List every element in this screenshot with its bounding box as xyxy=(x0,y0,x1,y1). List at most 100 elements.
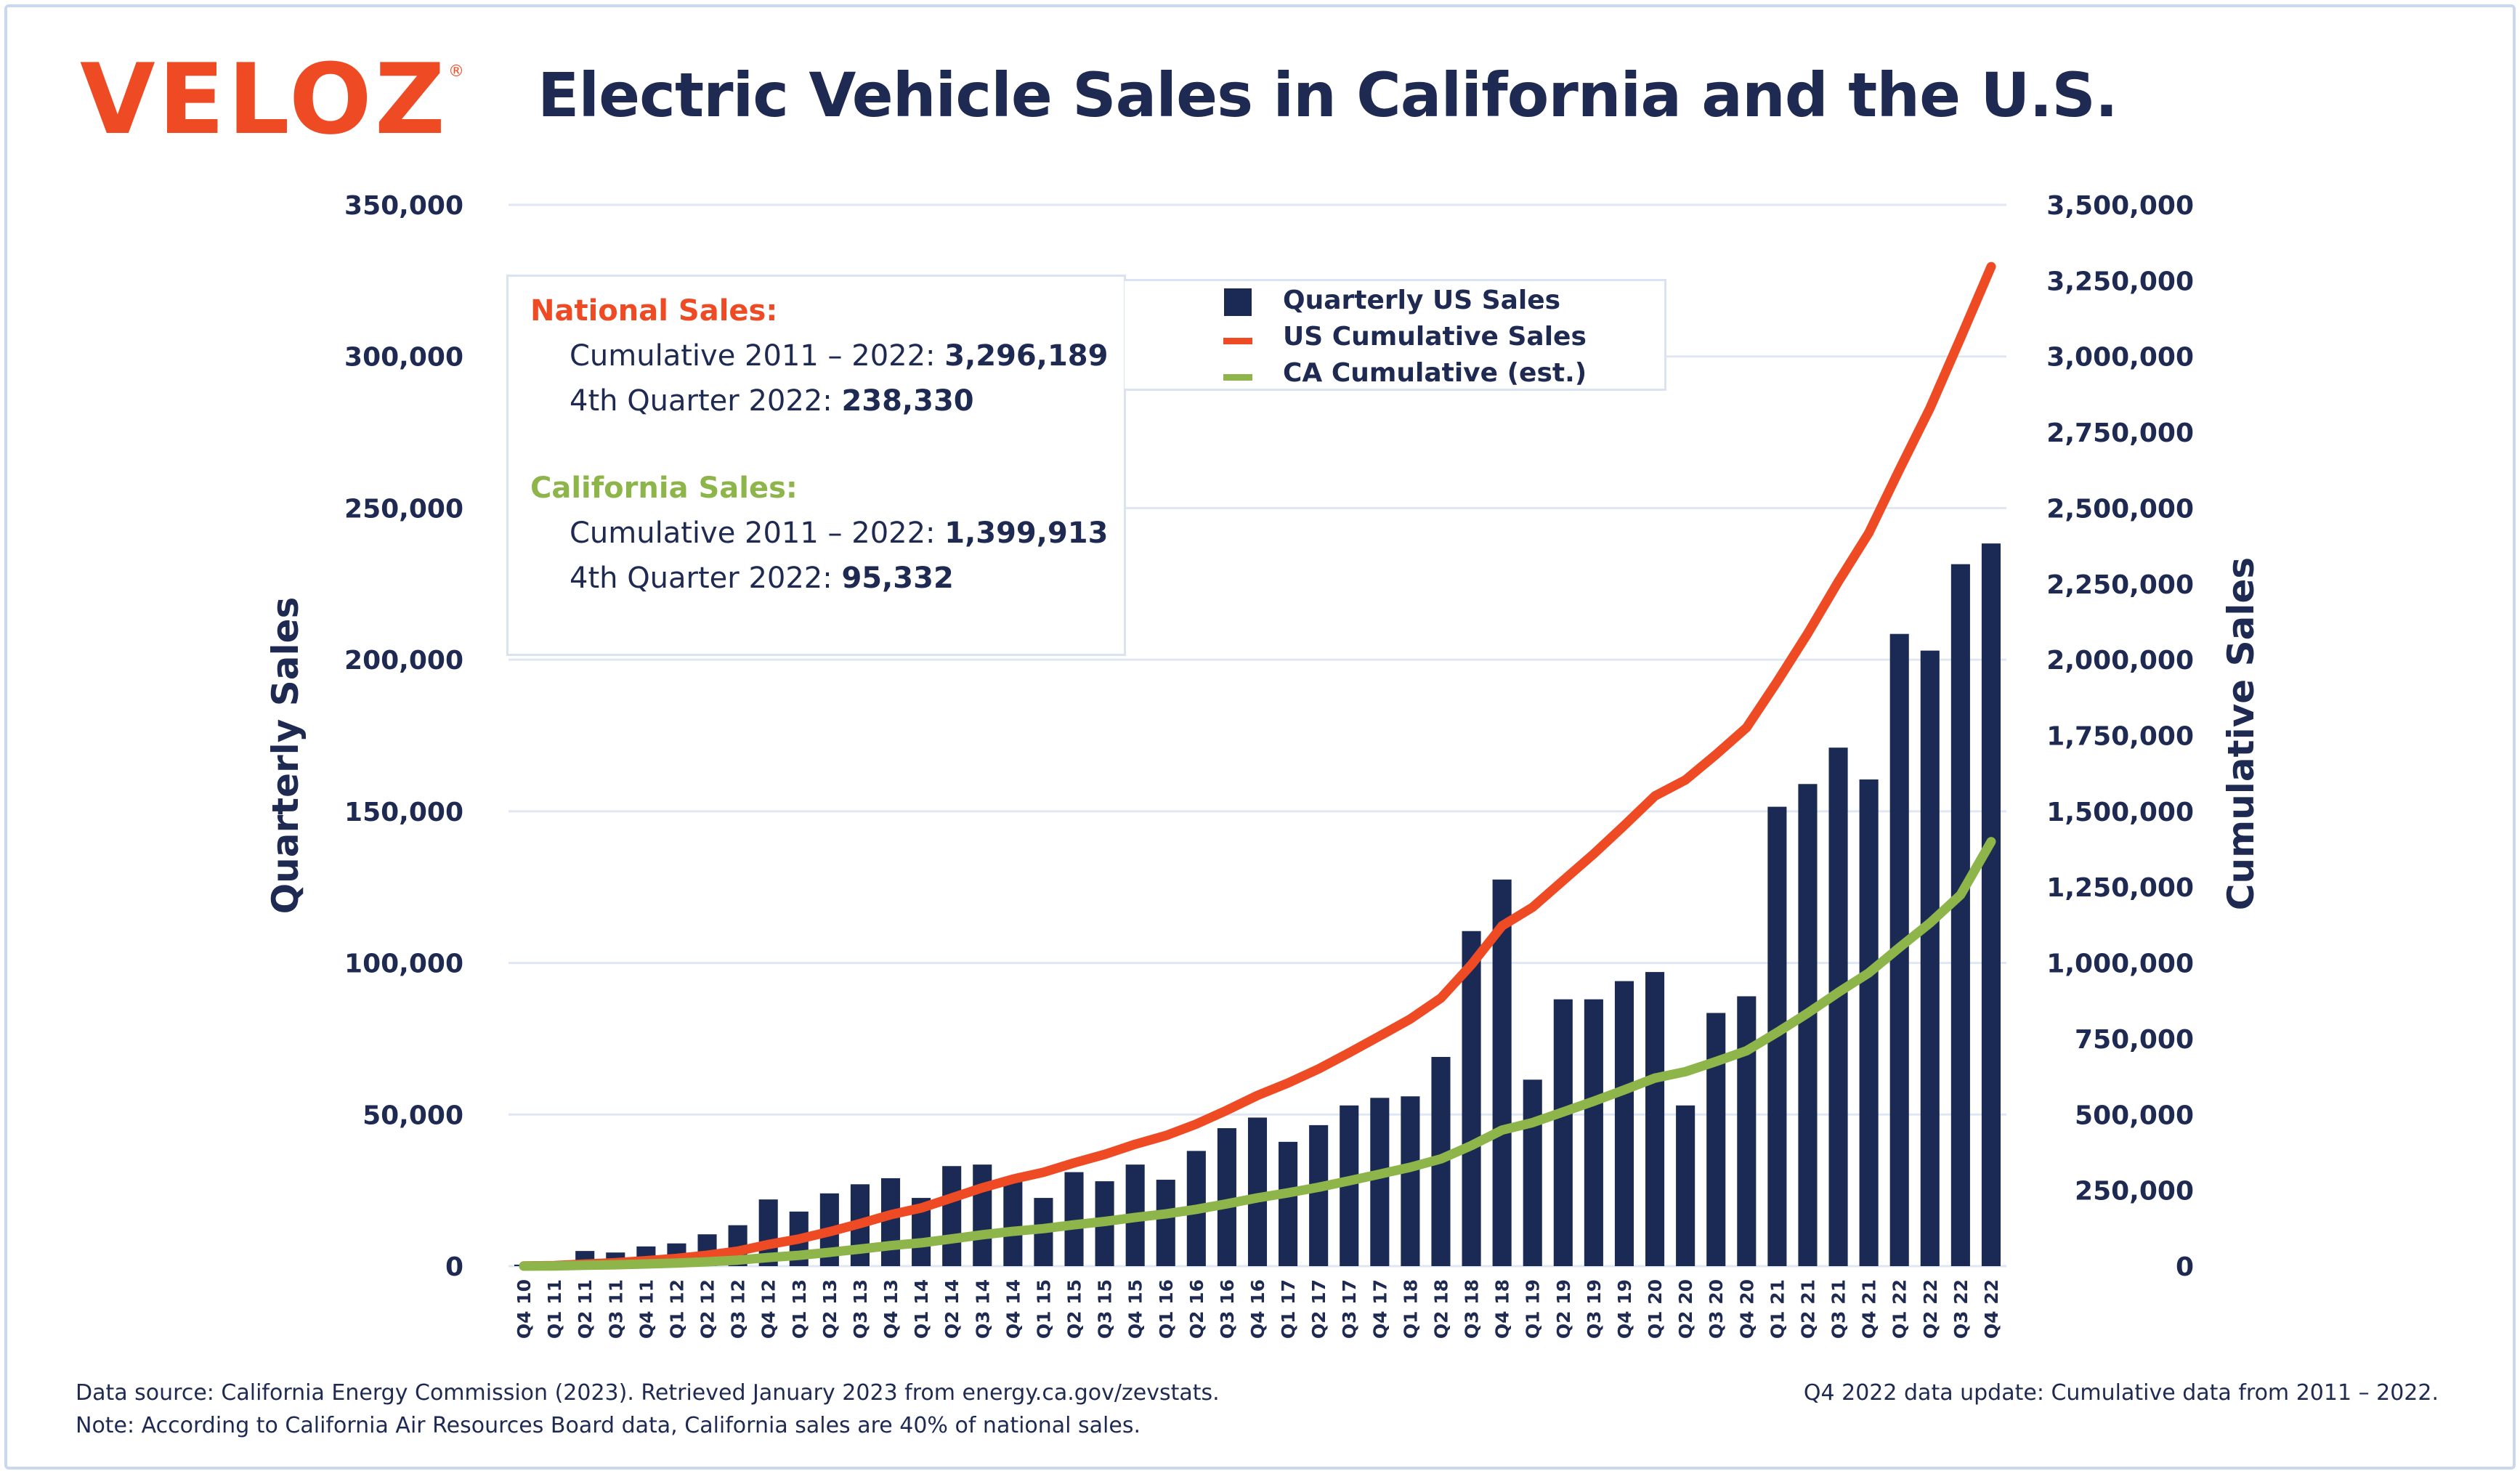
california-q4: 4th Quarter 2022: 95,332 xyxy=(570,562,954,595)
bar xyxy=(1553,999,1573,1266)
x-tick-label: Q3 22 xyxy=(1950,1279,1972,1339)
bar xyxy=(1309,1124,1329,1266)
x-tick-label: Q1 15 xyxy=(1033,1279,1054,1339)
right-tick-label: 2,250,000 xyxy=(2046,570,2194,600)
x-tick-label: Q4 19 xyxy=(1614,1279,1635,1339)
bar xyxy=(1737,996,1757,1266)
x-tick-label: Q4 17 xyxy=(1369,1279,1390,1339)
x-tick-label: Q3 15 xyxy=(1095,1279,1116,1339)
bar xyxy=(1523,1079,1542,1266)
national-cumulative: Cumulative 2011 – 2022: 3,296,189 xyxy=(570,339,1109,373)
left-tick-label: 0 xyxy=(445,1252,463,1282)
x-tick-label: Q1 13 xyxy=(789,1279,810,1339)
right-tick-label: 500,000 xyxy=(2075,1101,2194,1130)
x-tick-label: Q1 21 xyxy=(1767,1279,1788,1339)
bar xyxy=(1584,999,1603,1266)
x-tick-label: Q2 12 xyxy=(697,1279,718,1339)
veloz-logo: VELOZ® xyxy=(80,51,464,148)
bar xyxy=(1828,747,1848,1266)
x-tick-label: Q3 13 xyxy=(850,1279,871,1339)
x-axis-ticks: Q4 10 Q1 11 Q2 11 Q3 11 Q4 11 Q1 12 Q2 12 Q3 12… xyxy=(514,1279,2002,1339)
chart-legend: Quarterly US Sales US Cumulative Sales C… xyxy=(1125,279,1666,391)
bar xyxy=(1798,784,1818,1266)
x-tick-label: Q1 12 xyxy=(666,1279,687,1339)
right-axis-ticks: 0 250,000 500,000 750,000 1,000,000 1,250,000… xyxy=(2046,191,2194,1282)
x-tick-label: Q3 20 xyxy=(1706,1279,1727,1339)
bar xyxy=(1156,1180,1175,1266)
left-tick-label: 200,000 xyxy=(344,646,463,676)
bar xyxy=(973,1164,992,1266)
x-tick-label: Q1 18 xyxy=(1400,1279,1421,1339)
x-tick-label: Q4 10 xyxy=(514,1279,535,1339)
bar xyxy=(1247,1117,1268,1266)
bar xyxy=(1401,1096,1420,1266)
right-tick-label: 1,500,000 xyxy=(2046,798,2194,827)
line-series xyxy=(519,262,1996,1271)
x-tick-label: Q3 17 xyxy=(1339,1279,1360,1339)
bar xyxy=(1645,972,1665,1266)
bar xyxy=(880,1178,901,1266)
x-tick-label: Q4 20 xyxy=(1736,1279,1757,1339)
gridlines xyxy=(509,203,2006,1268)
bar xyxy=(1950,564,1970,1266)
left-tick-label: 250,000 xyxy=(344,494,463,524)
bar xyxy=(1003,1180,1023,1266)
x-tick-label: Q3 14 xyxy=(972,1279,993,1339)
x-tick-label: Q2 15 xyxy=(1064,1279,1085,1339)
x-tick-label: Q4 21 xyxy=(1859,1279,1880,1339)
bar xyxy=(1370,1098,1390,1266)
x-tick-label: Q3 16 xyxy=(1217,1279,1238,1339)
bar xyxy=(1279,1141,1298,1266)
x-tick-label: Q3 21 xyxy=(1828,1279,1850,1339)
bar xyxy=(1706,1013,1726,1266)
x-tick-label: Q2 13 xyxy=(819,1279,840,1339)
right-tick-label: 1,750,000 xyxy=(2046,722,2194,752)
x-tick-label: Q2 16 xyxy=(1186,1279,1207,1339)
left-tick-label: 100,000 xyxy=(344,949,463,979)
x-tick-label: Q4 13 xyxy=(880,1279,902,1339)
right-tick-label: 3,500,000 xyxy=(2046,191,2194,221)
ca-cumulative-line xyxy=(519,837,1996,1271)
california-cumulative: Cumulative 2011 – 2022: 1,399,913 xyxy=(570,516,1109,550)
right-tick-label: 2,500,000 xyxy=(2046,494,2194,524)
right-tick-label: 0 xyxy=(2176,1252,2194,1282)
right-tick-label: 750,000 xyxy=(2075,1025,2194,1055)
x-tick-label: Q2 14 xyxy=(941,1279,963,1339)
bar xyxy=(1920,650,1940,1266)
legend-ca-line-label: CA Cumulative (est.) xyxy=(1283,358,1587,388)
bar xyxy=(1614,981,1634,1266)
footer-source: Data source: California Energy Commissio… xyxy=(76,1380,1220,1406)
x-tick-label: Q1 17 xyxy=(1278,1279,1299,1339)
left-axis-ticks: 0 50,000 100,000 150,000 200,000 250,000 300,0… xyxy=(344,191,463,1282)
registered-mark: ® xyxy=(447,62,464,81)
x-tick-label: Q4 22 xyxy=(1981,1279,2002,1339)
x-tick-label: Q2 18 xyxy=(1430,1279,1451,1339)
legend-bar-swatch xyxy=(1224,288,1252,316)
x-tick-label: Q4 11 xyxy=(636,1279,657,1339)
x-tick-label: Q1 14 xyxy=(911,1279,932,1339)
x-tick-label: Q1 20 xyxy=(1645,1279,1666,1339)
x-tick-label: Q3 12 xyxy=(728,1279,749,1339)
x-tick-label: Q2 11 xyxy=(575,1279,596,1339)
x-tick-label: Q2 21 xyxy=(1797,1279,1818,1339)
logo-text: VELOZ xyxy=(80,43,448,156)
left-tick-label: 350,000 xyxy=(344,191,463,221)
bar xyxy=(1064,1172,1084,1266)
legend-bar-label: Quarterly US Sales xyxy=(1283,285,1561,315)
x-tick-label: Q1 22 xyxy=(1889,1279,1911,1339)
left-tick-label: 300,000 xyxy=(344,343,463,373)
x-tick-label: Q2 19 xyxy=(1553,1279,1574,1339)
x-tick-label: Q4 15 xyxy=(1125,1279,1146,1339)
x-tick-label: Q4 16 xyxy=(1247,1279,1268,1339)
x-tick-label: Q1 19 xyxy=(1523,1279,1544,1339)
x-tick-label: Q2 17 xyxy=(1308,1279,1329,1339)
right-tick-label: 2,000,000 xyxy=(2046,646,2194,676)
x-tick-label: Q3 19 xyxy=(1584,1279,1605,1339)
bar xyxy=(1492,879,1512,1266)
legend-us-line-label: US Cumulative Sales xyxy=(1283,322,1587,352)
right-tick-label: 3,250,000 xyxy=(2046,267,2194,296)
left-tick-label: 150,000 xyxy=(344,798,463,827)
bar xyxy=(1217,1128,1236,1266)
bar xyxy=(942,1166,962,1266)
